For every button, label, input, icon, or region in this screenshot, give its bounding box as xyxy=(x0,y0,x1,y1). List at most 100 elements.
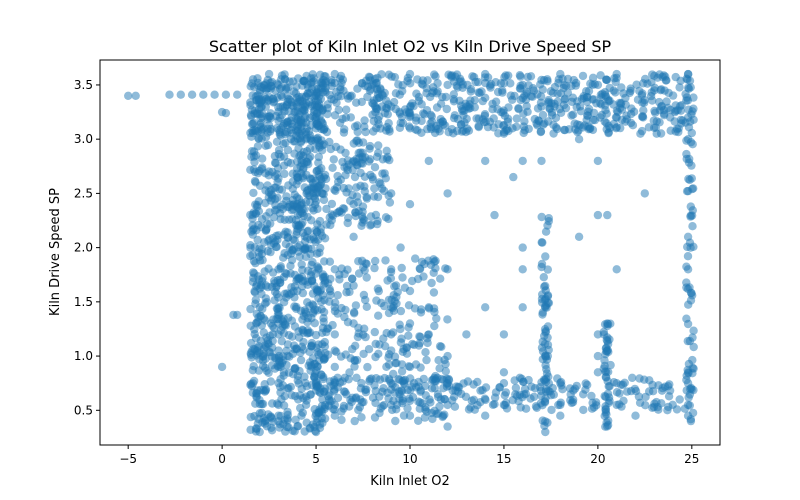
data-point xyxy=(683,379,693,388)
cloud-point xyxy=(262,333,271,342)
data-point xyxy=(683,232,693,241)
cloud-point xyxy=(688,184,697,194)
cloud-point xyxy=(289,341,299,350)
data-point xyxy=(683,368,693,377)
cloud-point xyxy=(305,347,314,356)
cloud-point xyxy=(544,214,553,223)
cloud-point xyxy=(518,93,527,103)
cloud-point xyxy=(279,314,289,323)
data-point xyxy=(387,189,396,198)
cloud-point xyxy=(343,91,352,100)
cloud-point xyxy=(272,242,281,251)
cloud-point xyxy=(536,127,546,136)
cloud-point xyxy=(432,103,442,112)
cloud-point xyxy=(529,392,539,401)
cloud-point xyxy=(511,383,521,393)
cloud-point xyxy=(317,305,326,314)
cloud-point xyxy=(541,294,550,303)
data-point xyxy=(330,379,339,388)
cloud-point xyxy=(390,282,399,291)
cloud-point xyxy=(279,298,289,307)
cloud-point xyxy=(441,367,450,376)
cloud-point xyxy=(379,384,388,393)
data-point xyxy=(176,90,185,99)
cloud-point xyxy=(604,382,613,391)
cloud-point xyxy=(254,197,263,206)
data-point xyxy=(509,172,518,182)
cloud-point xyxy=(319,314,328,323)
data-point xyxy=(233,90,242,99)
cloud-point xyxy=(427,124,436,134)
cloud-point xyxy=(381,342,390,351)
cloud-point xyxy=(371,352,380,362)
data-point xyxy=(462,330,471,339)
cloud-point xyxy=(398,273,407,282)
cloud-point xyxy=(246,210,255,220)
cloud-point xyxy=(604,128,613,138)
cloud-point xyxy=(454,383,464,392)
cloud-point xyxy=(450,402,460,411)
data-point xyxy=(311,124,321,133)
cloud-point xyxy=(543,265,552,274)
cloud-point xyxy=(250,288,260,297)
cloud-point xyxy=(450,111,459,120)
cloud-point xyxy=(426,110,435,120)
cloud-point xyxy=(441,359,450,369)
cloud-point xyxy=(250,109,259,118)
data-point xyxy=(165,90,174,99)
cloud-point xyxy=(539,76,549,85)
cloud-point xyxy=(447,73,456,82)
point-cloud-layer xyxy=(246,70,698,436)
cloud-point xyxy=(316,243,325,253)
cloud-point xyxy=(323,350,333,359)
cloud-point xyxy=(486,80,496,89)
data-point xyxy=(387,379,396,388)
cloud-point xyxy=(360,187,369,196)
cloud-point xyxy=(292,304,301,313)
cloud-point xyxy=(478,115,487,124)
cloud-point xyxy=(374,119,383,129)
cloud-point xyxy=(364,345,374,354)
cloud-point xyxy=(353,127,362,137)
cloud-point xyxy=(396,118,405,128)
cloud-point xyxy=(402,343,411,352)
cloud-point xyxy=(392,358,401,368)
cloud-point xyxy=(587,391,596,401)
cloud-point xyxy=(494,120,503,129)
cloud-point xyxy=(540,282,549,291)
cloud-point xyxy=(313,235,323,244)
data-point xyxy=(330,411,339,420)
cloud-point xyxy=(373,284,383,293)
data-point xyxy=(405,362,415,372)
cloud-point xyxy=(419,374,428,384)
cloud-point xyxy=(440,410,449,419)
cloud-point xyxy=(321,83,330,93)
data-point xyxy=(405,411,415,420)
cloud-point xyxy=(322,204,331,214)
cloud-point xyxy=(463,377,473,386)
cloud-point xyxy=(514,104,523,113)
cloud-point xyxy=(583,380,592,390)
y-tick-label: 1.0 xyxy=(74,349,93,363)
cloud-point xyxy=(617,105,627,114)
cloud-point xyxy=(430,70,439,79)
data-point xyxy=(541,351,550,361)
cloud-point xyxy=(650,106,659,116)
cloud-point xyxy=(315,216,325,226)
cloud-point xyxy=(317,136,326,145)
cloud-point xyxy=(411,254,420,263)
cloud-point xyxy=(325,284,334,294)
cloud-point xyxy=(337,264,346,273)
data-point xyxy=(349,156,358,166)
data-point xyxy=(537,156,546,166)
cloud-point xyxy=(520,117,529,126)
cloud-point xyxy=(298,205,307,214)
cloud-point xyxy=(488,105,497,114)
cloud-point xyxy=(356,384,366,393)
y-tick-label: 2.0 xyxy=(74,241,93,255)
cloud-point xyxy=(684,300,693,309)
cloud-point xyxy=(391,89,401,98)
cloud-point xyxy=(361,295,370,305)
y-axis-ticks: 0.5 1.0 1.5 2.0 2.5 3.0 3.5 xyxy=(74,78,100,417)
cloud-point xyxy=(352,373,361,382)
